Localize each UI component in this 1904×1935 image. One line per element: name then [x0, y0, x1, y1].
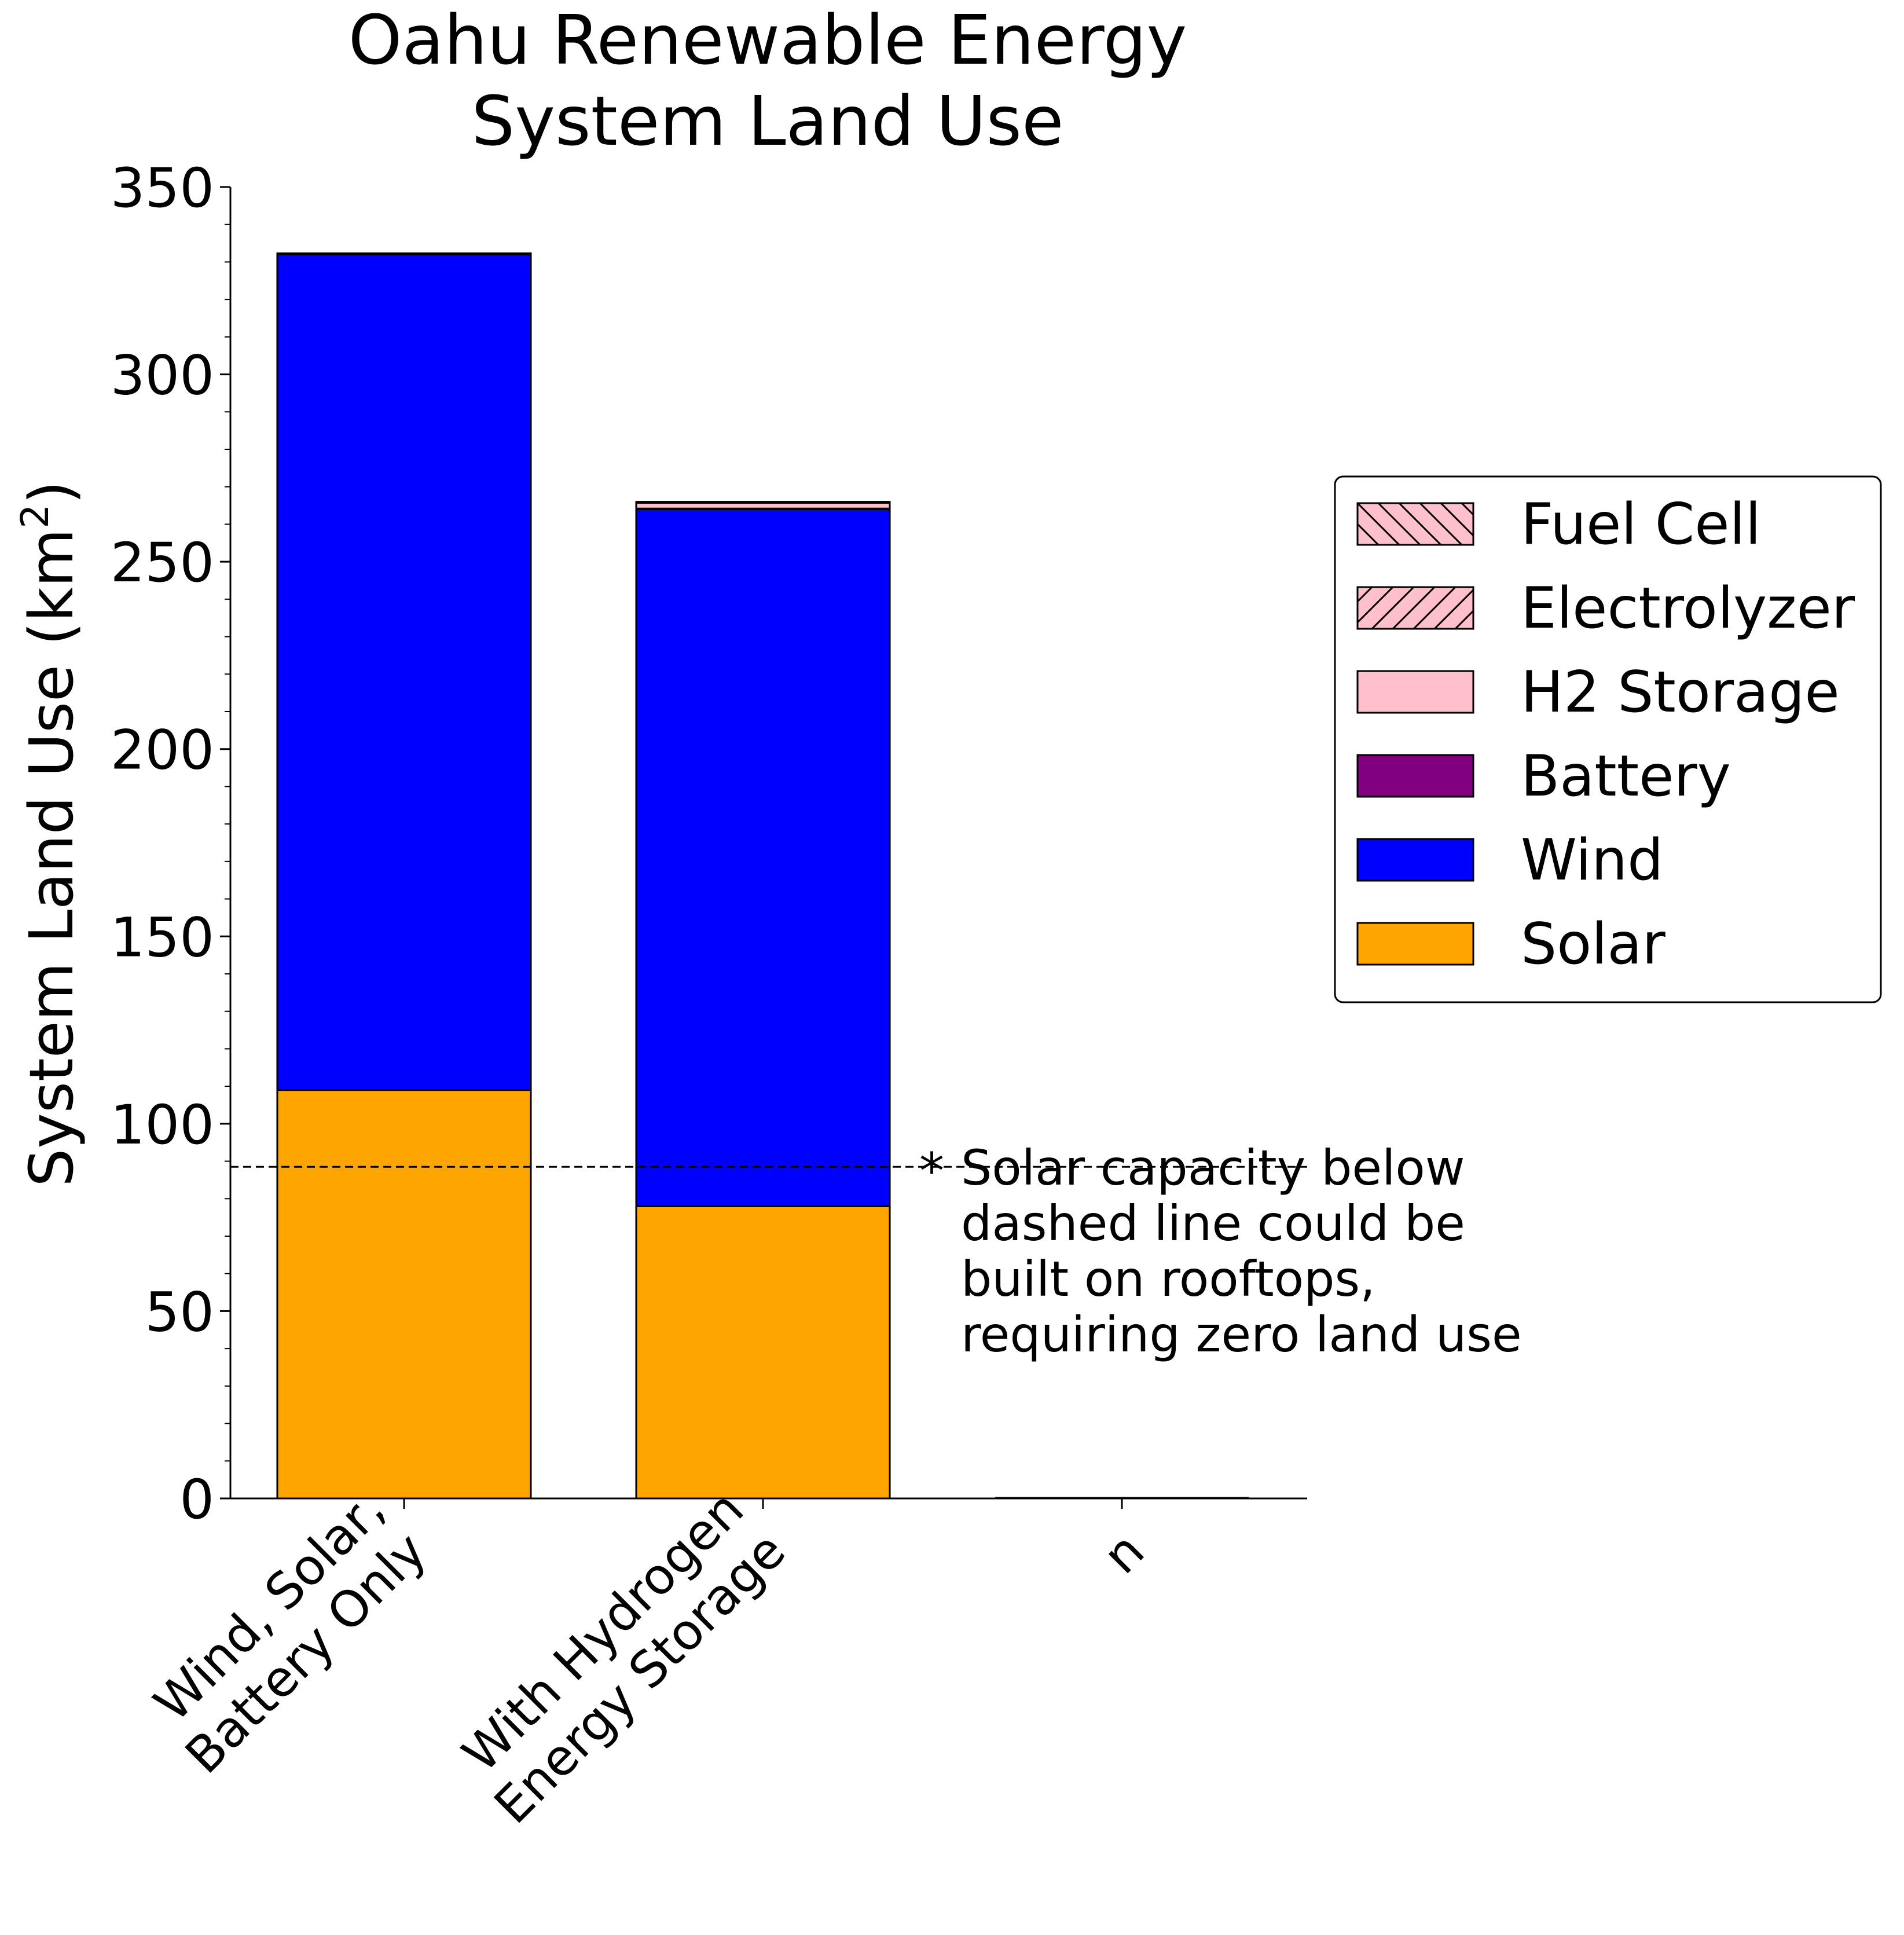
x-tick-label-3: n — [1092, 1522, 1155, 1585]
x-tick-label-1: Wind, Solar,Battery Only — [133, 1480, 438, 1785]
annotation-line-3: built on rooftops, — [961, 1251, 1375, 1307]
annotation-line-1: Solar capacity below — [961, 1139, 1465, 1196]
y-tick-label: 200 — [111, 719, 214, 782]
y-axis-label-close: ) — [16, 481, 87, 504]
legend-label-electrolyzer: Electrolyzer — [1521, 576, 1855, 642]
annotation-marker: * — [919, 1142, 944, 1200]
legend-swatch-electrolyzer — [1356, 586, 1474, 630]
annotation-line-4: requiring zero land use — [961, 1306, 1522, 1363]
y-axis-label-text: System Land Use (km — [16, 529, 87, 1187]
legend-swatch-wind — [1356, 838, 1474, 882]
y-tick-label: 350 — [111, 157, 214, 220]
y-axis-label-superscript: 2 — [13, 504, 57, 529]
bar-solar-2 — [635, 1205, 891, 1500]
legend-label-fuel-cell: Fuel Cell — [1521, 492, 1761, 558]
y-tick-label: 150 — [111, 906, 214, 969]
y-tick-label: 0 — [179, 1468, 214, 1531]
bar-wind-1 — [276, 253, 532, 1091]
y-tick-label: 50 — [145, 1281, 214, 1344]
y-axis-label: System Land Use (km2) — [13, 481, 87, 1187]
y-tick-label: 100 — [111, 1094, 214, 1157]
y-tick-label: 250 — [111, 532, 214, 595]
chart-title-line-1: Oahu Renewable Energy — [348, 0, 1187, 80]
legend: Fuel Cell Electrolyzer H2 Storage Battery Wi… — [1334, 475, 1882, 1003]
legend-label-solar: Solar — [1521, 911, 1665, 977]
legend-label-h2-storage: H2 Storage — [1521, 659, 1840, 725]
legend-label-wind: Wind — [1521, 827, 1663, 893]
bar-fuel-cell-2 — [635, 501, 891, 503]
y-tick-label: 300 — [111, 345, 214, 408]
x-tick-label-2: With HydrogenEnergy Storage — [442, 1480, 797, 1835]
bar-solar-1 — [276, 1089, 532, 1500]
legend-label-battery: Battery — [1521, 743, 1731, 809]
annotation-line-2: dashed line could be — [961, 1195, 1465, 1252]
legend-swatch-solar — [1356, 922, 1474, 966]
bars-layer — [276, 252, 1249, 1500]
legend-swatch-battery — [1356, 754, 1474, 798]
bar-wind-2 — [635, 508, 891, 1207]
x-tick-label-line: n — [1092, 1522, 1155, 1585]
legend-swatch-fuel-cell — [1356, 502, 1474, 546]
chart-title-line-2: System Land Use — [471, 81, 1063, 161]
bar-battery-1 — [276, 252, 532, 255]
legend-swatch-h2-storage — [1356, 670, 1474, 714]
